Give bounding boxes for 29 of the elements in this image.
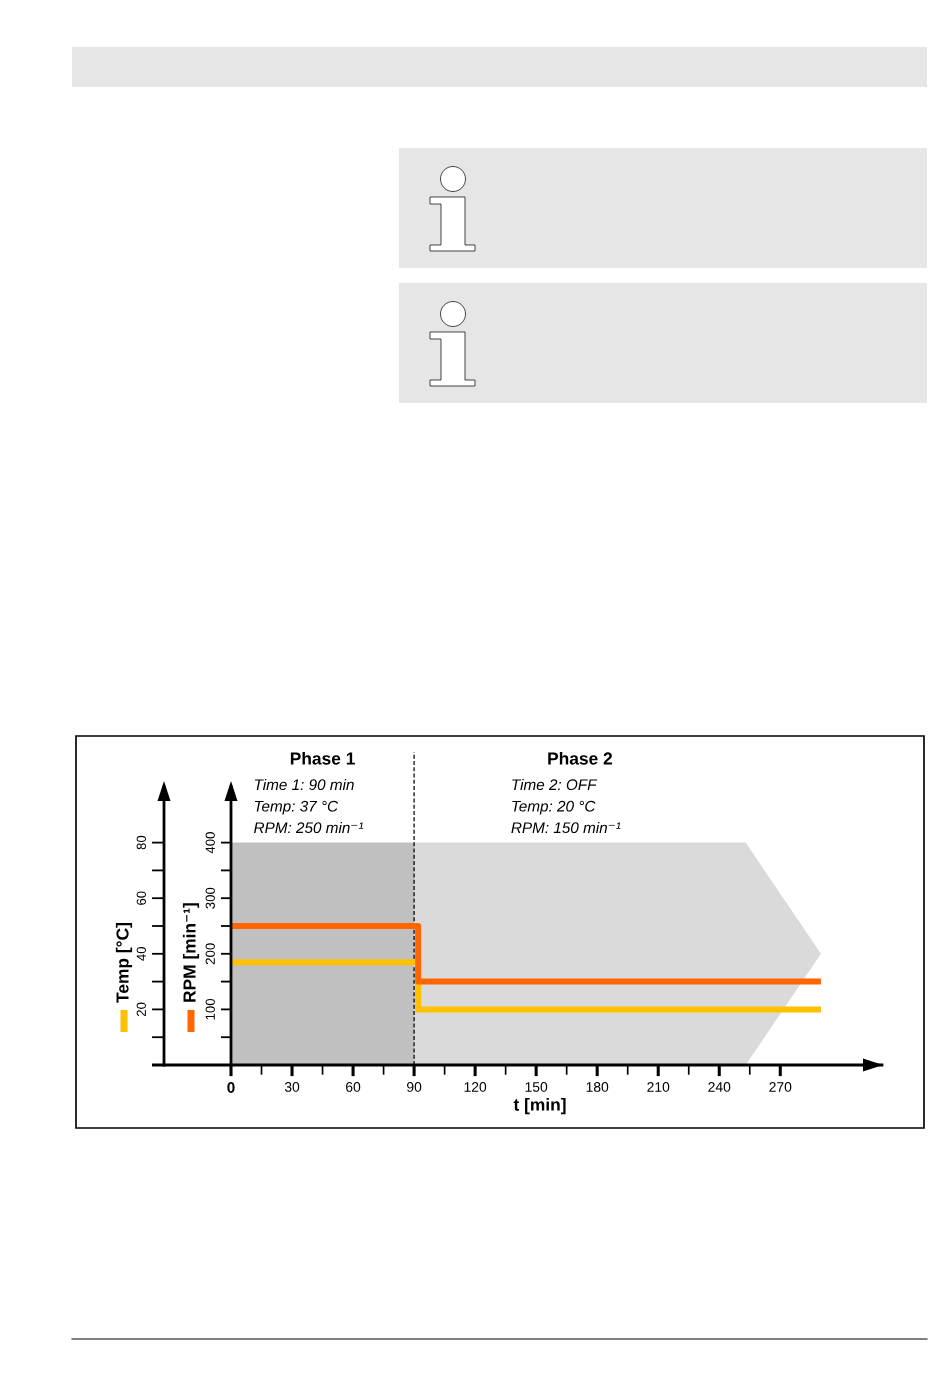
x-tick-label: 270 <box>769 1082 792 1092</box>
y-tick-label: 200 <box>205 943 215 965</box>
y-axis-title: RPM [min⁻¹] <box>182 903 200 1002</box>
x-tick-label: 240 <box>708 1082 731 1092</box>
annotation: Temp: 20 °C <box>512 800 596 815</box>
y-tick-label: 400 <box>205 832 215 854</box>
x-tick-label: 60 <box>346 1082 361 1092</box>
y2-tick-label: 40 <box>136 946 146 961</box>
y2-tick-label: 20 <box>136 1002 146 1017</box>
x-tick-label: 90 <box>407 1082 422 1092</box>
text: Phase 2 <box>548 751 613 765</box>
x-tick-label: 150 <box>525 1082 548 1092</box>
y2-tick-label: 80 <box>136 835 146 850</box>
annotation: RPM: 150 min⁻¹ <box>511 821 621 834</box>
x-tick-label: 0 <box>227 1082 235 1093</box>
x-axis-title: t [min] <box>513 1098 566 1115</box>
annotation: Temp: 37 °C <box>254 800 339 815</box>
y2-tick-label: 60 <box>136 891 146 905</box>
text: Phase 1 <box>290 751 355 765</box>
y-tick-label: 100 <box>205 998 215 1020</box>
x-tick-label: 120 <box>464 1082 487 1092</box>
annotation: Time 2: OFF <box>512 778 598 791</box>
x-tick-label: 180 <box>586 1082 609 1092</box>
y2-axis-title: Temp [°C] <box>115 923 133 1003</box>
x-tick-label: 210 <box>647 1082 670 1092</box>
x-tick-label: 30 <box>284 1082 300 1092</box>
annotation: Time 1: 90 min <box>254 778 354 791</box>
y-tick-label: 300 <box>205 887 215 909</box>
annotation: RPM: 250 min⁻¹ <box>254 821 364 834</box>
